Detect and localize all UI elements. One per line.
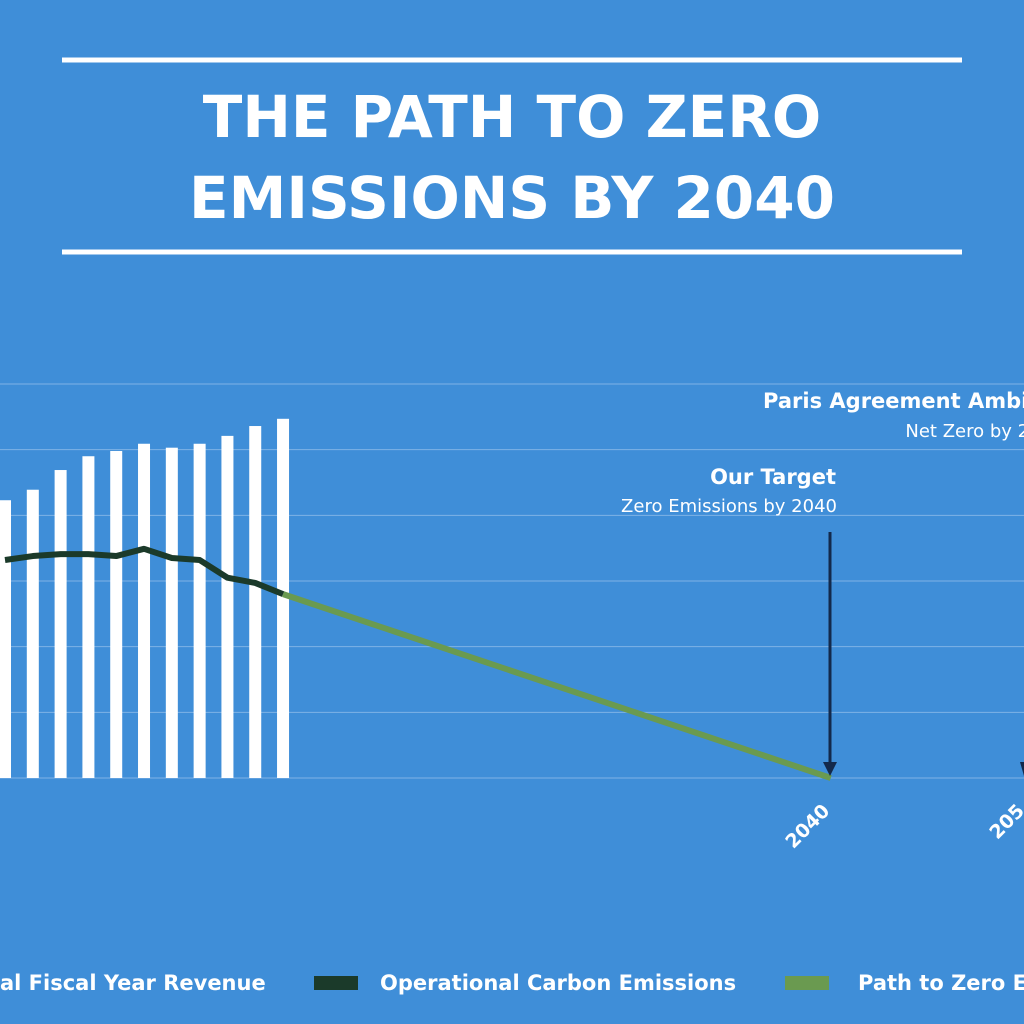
line xyxy=(4,545,285,597)
bar xyxy=(54,470,67,778)
bar xyxy=(221,435,234,778)
legend: al Fiscal Year Revenue Operational Carbon… xyxy=(0,971,1024,995)
bar xyxy=(193,443,206,778)
bar xyxy=(110,450,123,778)
legend-label: Path to Zero Em xyxy=(858,971,1024,995)
plot xyxy=(0,418,832,781)
bar xyxy=(26,489,39,778)
annotation-title: Our Target xyxy=(710,465,836,489)
line xyxy=(282,591,832,781)
legend-swatch xyxy=(314,976,358,990)
bar xyxy=(249,426,262,778)
chart-title: EMISSIONS BY 2040 xyxy=(189,164,835,232)
bar xyxy=(277,418,290,778)
annotation-title: Paris Agreement Ambitio xyxy=(763,389,1024,413)
bar xyxy=(165,447,178,778)
target-arrowhead xyxy=(823,762,837,776)
annotation-text: Zero Emissions by 2040 xyxy=(621,496,837,517)
bar xyxy=(0,500,12,778)
legend-label: Operational Carbon Emissions xyxy=(380,971,736,995)
bar xyxy=(82,456,95,778)
legend-label: al Fiscal Year Revenue xyxy=(0,971,266,995)
legend-swatch xyxy=(785,976,829,990)
annotation-text: Net Zero by 205 xyxy=(905,421,1024,442)
bar xyxy=(138,443,151,778)
paris-arrowhead xyxy=(1020,762,1024,776)
chart-title: THE PATH TO ZERO xyxy=(203,83,822,151)
